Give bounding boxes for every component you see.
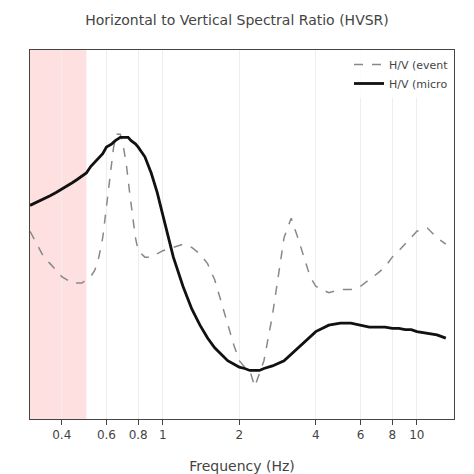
svg-text:4: 4	[312, 428, 320, 442]
svg-text:0.6: 0.6	[97, 428, 116, 442]
svg-text:Frequency (Hz): Frequency (Hz)	[189, 458, 295, 474]
svg-text:1: 1	[159, 428, 167, 442]
svg-text:H/V (event: H/V (event	[389, 59, 448, 72]
svg-text:Horizontal to Vertical Spectra: Horizontal to Vertical Spectral Ratio (H…	[85, 12, 389, 28]
svg-text:0.8: 0.8	[129, 428, 148, 442]
svg-text:8: 8	[388, 428, 396, 442]
svg-text:H/V (micro: H/V (micro	[389, 78, 447, 91]
svg-text:10: 10	[409, 428, 424, 442]
svg-text:6: 6	[357, 428, 365, 442]
svg-text:0.4: 0.4	[52, 428, 71, 442]
svg-text:2: 2	[235, 428, 243, 442]
